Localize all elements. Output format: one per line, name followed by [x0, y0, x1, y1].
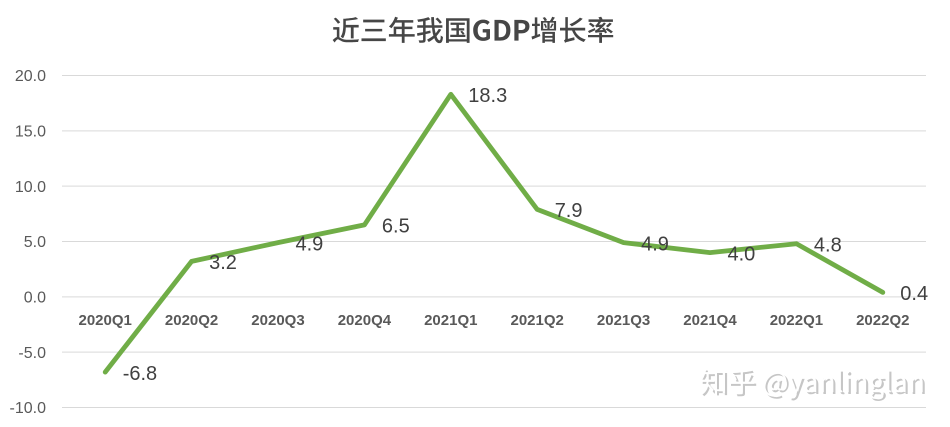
labels-layer: -10.0 -5.0 0.0 5.0 10.0 15.0 20.0 2020Q1 -6.8 202…	[10, 68, 929, 417]
data-point-label: 3.2	[209, 252, 237, 274]
y-axis-tick-label: 20.0	[15, 68, 46, 85]
data-point-label: 4.0	[728, 243, 756, 265]
data-point-label: 7.9	[555, 200, 583, 222]
watermark-face	[700, 368, 923, 399]
data-point-label: 4.8	[814, 234, 842, 256]
data-point-label: 6.5	[382, 216, 410, 238]
data-point-label: 4.9	[296, 233, 324, 255]
watermark	[700, 368, 925, 401]
gdp-growth-line	[102, 91, 886, 375]
y-axis-tick-label: -5.0	[18, 345, 46, 362]
watermark-shadow	[702, 370, 925, 401]
x-axis-category-label: 2021Q3	[597, 312, 650, 329]
x-axis-category-label: 2021Q2	[511, 312, 564, 329]
watermark-shadow-layer	[702, 370, 925, 401]
chart-title	[332, 16, 614, 44]
y-axis-tick-label: 5.0	[24, 234, 46, 251]
data-point-label: 18.3	[468, 85, 507, 107]
y-axis-tick-label: 15.0	[15, 124, 46, 141]
x-axis-category-label: 2020Q1	[79, 312, 132, 329]
gridlines-layer	[62, 75, 926, 408]
y-axis-tick-label: -10.0	[10, 400, 47, 417]
data-point-label: 0.4	[900, 283, 928, 305]
x-axis-category-label: 2020Q3	[251, 312, 304, 329]
x-axis-category-label: 2021Q4	[683, 312, 737, 329]
x-axis-category-label: 2022Q1	[770, 312, 823, 329]
y-axis-tick-label: 10.0	[15, 179, 46, 196]
data-point-label: 4.9	[641, 233, 669, 255]
x-axis-category-label: 2020Q4	[338, 312, 392, 329]
x-axis-category-label: 2021Q1	[424, 312, 477, 329]
chart-title-glyphs	[332, 16, 614, 44]
x-axis-category-label: 2020Q2	[165, 312, 218, 329]
x-axis-category-label: 2022Q2	[856, 312, 909, 329]
y-axis-tick-label: 0.0	[24, 290, 46, 307]
data-point-label: -6.8	[123, 363, 157, 385]
series-layer	[102, 91, 886, 375]
watermark-face-layer	[700, 368, 923, 399]
